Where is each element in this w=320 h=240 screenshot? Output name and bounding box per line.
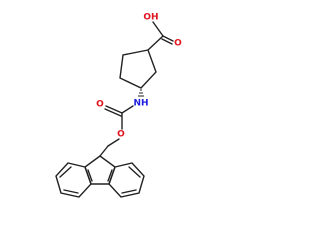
atom-label: OH [143,13,158,23]
bonds [55,21,174,198]
atom-label: O [174,39,182,49]
atom-label: O [117,130,125,140]
atom-label: O [96,100,104,110]
atom-label: NH [133,99,148,109]
structure: OH O NH O O [55,13,182,198]
